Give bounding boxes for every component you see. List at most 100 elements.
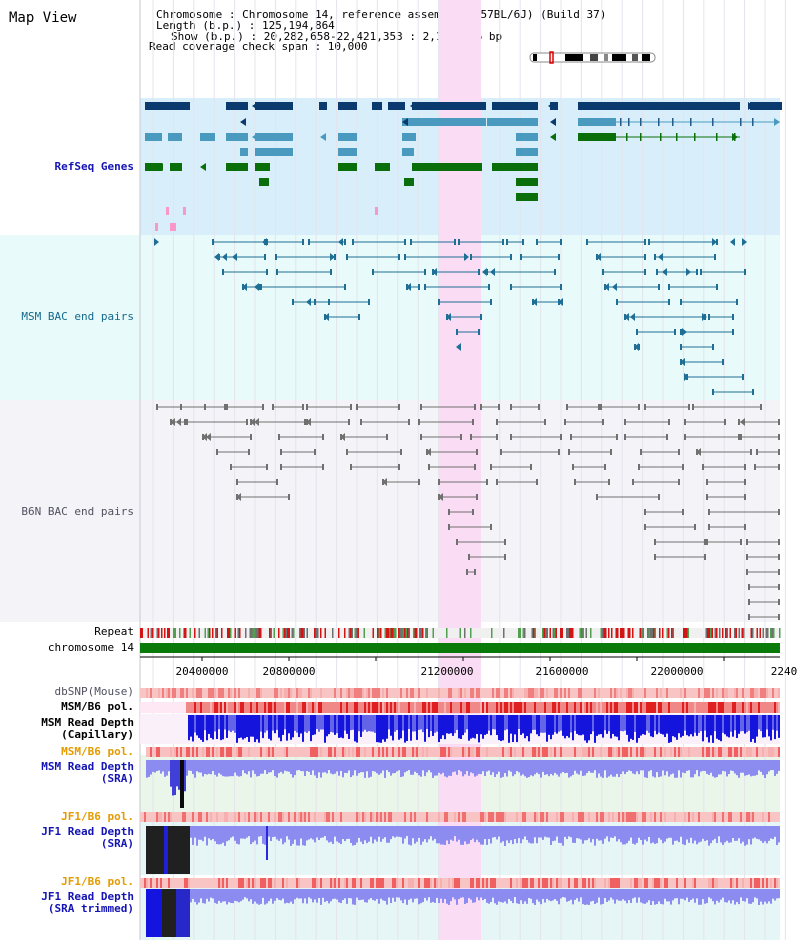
polymorphism-cell [718, 702, 720, 713]
polymorphism-cell [562, 702, 564, 713]
polymorphism-cell [214, 688, 216, 698]
bac-end-marker [738, 419, 740, 425]
bac-end-marker [624, 434, 626, 440]
depth-bar [254, 760, 256, 774]
depth-bar [408, 826, 410, 845]
polymorphism-cell [312, 878, 314, 888]
polymorphism-cell [512, 878, 514, 888]
bac-end-marker [598, 404, 600, 410]
repeat-element [167, 628, 169, 638]
depth-bar [564, 760, 566, 774]
polymorphism-cell [602, 878, 604, 888]
depth-bar [526, 760, 528, 778]
depth-bar [290, 826, 292, 846]
polymorphism-cell [204, 812, 206, 822]
depth-bar [498, 715, 500, 741]
polymorphism-cell [190, 702, 192, 713]
polymorphism-cell [514, 878, 516, 888]
polymorphism-cell [648, 702, 650, 713]
polymorphism-cell [304, 812, 306, 822]
track-label-refseq[interactable]: RefSeq Genes [54, 160, 134, 173]
bac-end-arrow [658, 253, 663, 261]
polymorphism-cell [230, 702, 232, 713]
polymorphism-cell [444, 747, 446, 757]
polymorphism-cell [184, 812, 186, 822]
polymorphism-cell [254, 688, 256, 698]
msm-bac-track[interactable] [154, 238, 754, 395]
bac-end-marker [322, 434, 324, 440]
depth-bar [726, 889, 728, 903]
bac-end-marker [724, 419, 726, 425]
depth-bar [362, 760, 364, 773]
bac-end-marker [668, 299, 670, 305]
depth-bar [552, 760, 554, 776]
polymorphism-cell [346, 878, 348, 888]
depth-bar [216, 889, 218, 904]
polymorphism-cell [264, 878, 266, 888]
chromosome-bar[interactable] [140, 643, 780, 653]
polymorphism-cell [342, 688, 344, 698]
depth-bar [464, 889, 466, 904]
depth-bar [612, 826, 614, 838]
bac-end-marker [490, 524, 492, 530]
polymorphism-cell [242, 747, 244, 757]
polymorphism-cell [420, 702, 422, 713]
depth-bar [688, 715, 690, 737]
refseq-genes-track[interactable] [145, 102, 782, 231]
depth-bar [658, 760, 660, 778]
depth-bar [184, 826, 186, 874]
polymorphism-cell [652, 812, 654, 822]
bac-end-marker [616, 299, 618, 305]
depth-bar [338, 760, 340, 776]
track-label-msm-bac[interactable]: MSM BAC end pairs [21, 310, 134, 323]
polymorphism-cell [216, 702, 218, 713]
polymorphism-cell [384, 878, 386, 888]
polymorphism-cell [508, 688, 510, 698]
polymorphism-cell [278, 747, 280, 757]
depth-bar [332, 760, 334, 775]
depth-bar [316, 889, 318, 903]
polymorphism-cell [206, 812, 208, 822]
polymorphism-cell [614, 812, 616, 822]
repeat-element [491, 628, 493, 638]
polymorphism-cell [224, 688, 226, 698]
depth-bar [330, 715, 332, 732]
polymorphism-cell [366, 812, 368, 822]
polymorphism-cell [406, 878, 408, 888]
polymorphism-cell [762, 812, 764, 822]
polymorphism-cell [422, 812, 424, 822]
depth-bar [220, 889, 222, 903]
polymorphism-cell [696, 702, 698, 713]
polymorphism-cell [192, 812, 194, 822]
track-label-b6n-bac[interactable]: B6N BAC end pairs [21, 505, 134, 518]
polymorphism-cell [752, 702, 754, 713]
depth-bar [618, 889, 620, 901]
polymorphism-cell [464, 878, 466, 888]
polymorphism-cell [594, 747, 596, 757]
depth-bar [290, 715, 292, 740]
polymorphism-cell [650, 878, 652, 888]
depth-bar [636, 826, 638, 843]
track-label-jf1-b6-pol: JF1/B6 pol. [61, 810, 134, 823]
polymorphism-cell [360, 702, 362, 713]
depth-bar [608, 715, 610, 732]
depth-bar [598, 760, 600, 774]
polymorphism-cell [646, 702, 648, 713]
depth-bar [286, 826, 288, 837]
b6n-bac-track[interactable] [156, 404, 780, 620]
polymorphism-cell [462, 747, 464, 757]
depth-bar [550, 889, 552, 902]
polymorphism-cell [668, 702, 670, 713]
polymorphism-cell [560, 747, 562, 757]
depth-bar [646, 760, 648, 778]
depth-bar [498, 889, 500, 902]
polymorphism-cell [652, 688, 654, 698]
polymorphism-cell [556, 702, 558, 713]
depth-bar [596, 760, 598, 778]
bac-end-marker [706, 494, 708, 500]
repeat-element [260, 628, 262, 638]
polymorphism-cell [706, 812, 708, 822]
polymorphism-cell [496, 688, 498, 698]
bac-end-marker [472, 509, 474, 515]
